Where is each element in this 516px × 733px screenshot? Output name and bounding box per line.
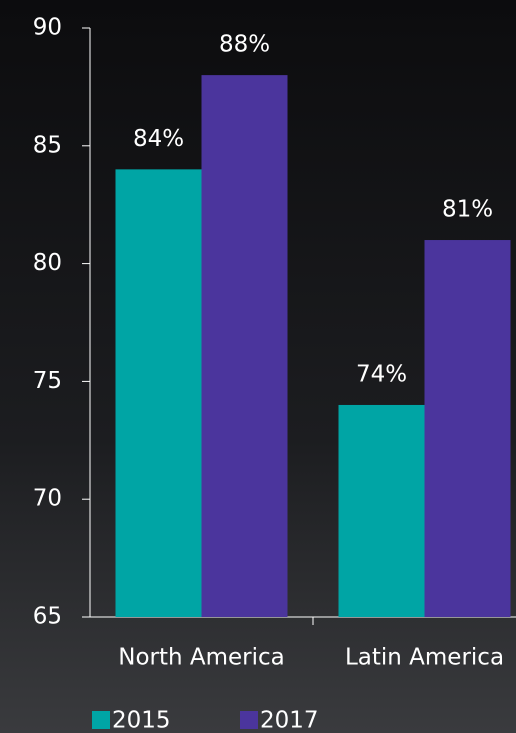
- legend-swatch: [240, 711, 258, 729]
- legend-label: 2015: [112, 708, 171, 733]
- y-tick-label: 85: [33, 132, 62, 158]
- y-tick-label: 90: [33, 15, 62, 41]
- bar: [424, 240, 511, 618]
- legend-label: 2017: [260, 708, 319, 733]
- y-tick-label: 65: [33, 604, 62, 630]
- value-label: 88%: [219, 32, 270, 58]
- legend-swatch: [92, 711, 110, 729]
- bar: [115, 169, 202, 618]
- value-label: 74%: [356, 361, 407, 387]
- y-tick-label: 70: [33, 486, 62, 512]
- x-tick-label: North America: [118, 645, 285, 671]
- y-tick-label: 80: [33, 250, 62, 276]
- y-tick-label: 75: [33, 368, 62, 394]
- value-label: 81%: [442, 197, 493, 223]
- bar: [201, 75, 288, 618]
- value-label: 84%: [133, 126, 184, 152]
- bar: [338, 404, 425, 617]
- x-tick-label: Latin America: [345, 645, 504, 671]
